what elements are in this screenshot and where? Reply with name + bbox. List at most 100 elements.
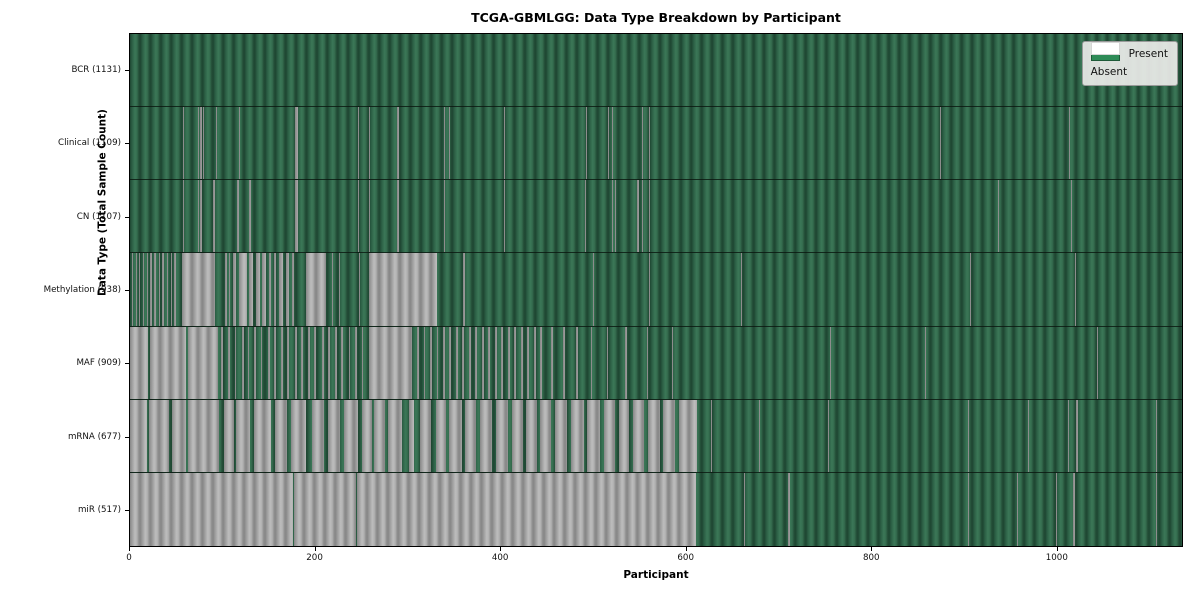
absent-segment xyxy=(408,399,415,472)
absent-segment xyxy=(249,253,254,326)
absent-segment xyxy=(540,399,552,472)
absent-segment xyxy=(430,326,432,399)
absent-segment xyxy=(423,326,426,399)
absent-segment xyxy=(280,326,283,399)
absent-segment xyxy=(551,326,553,399)
legend-item-absent: Absent xyxy=(1090,42,1168,79)
absent-segment xyxy=(585,107,587,180)
absent-segment xyxy=(396,107,400,180)
absent-segment xyxy=(197,107,199,180)
absent-segment xyxy=(249,180,251,253)
absent-segment xyxy=(174,253,176,326)
absent-segment xyxy=(182,180,184,253)
absent-segment xyxy=(149,399,169,472)
absent-segment xyxy=(663,399,676,472)
xtick-label-0: 0 xyxy=(126,553,132,563)
x-axis-label: Participant xyxy=(623,569,689,581)
absent-segment xyxy=(527,326,530,399)
absent-segment xyxy=(341,326,343,399)
absent-segment xyxy=(443,180,446,253)
absent-segment xyxy=(1028,399,1030,472)
absent-segment xyxy=(1156,399,1158,472)
absent-segment xyxy=(563,326,565,399)
absent-segment xyxy=(150,326,186,399)
absent-segment xyxy=(213,180,215,253)
absent-segment xyxy=(368,253,437,326)
absent-segment xyxy=(368,180,371,253)
absent-segment xyxy=(328,399,341,472)
absent-segment xyxy=(828,399,830,472)
absent-segment xyxy=(197,180,199,253)
absent-segment xyxy=(200,107,202,180)
absent-segment xyxy=(293,472,356,546)
absent-segment xyxy=(591,326,593,399)
absent-segment xyxy=(334,326,337,399)
absent-segment xyxy=(1069,107,1071,180)
absent-segment xyxy=(234,326,237,399)
absent-segment xyxy=(648,180,650,253)
absent-segment xyxy=(642,180,644,253)
xtick-mark xyxy=(314,547,316,551)
xtick-mark xyxy=(1056,547,1058,551)
xtick-mark xyxy=(685,547,687,551)
absent-segment xyxy=(232,253,237,326)
row-mir xyxy=(130,472,1182,546)
absent-segment xyxy=(182,107,184,180)
absent-segment xyxy=(374,399,385,472)
absent-segment xyxy=(642,107,644,180)
absent-segment xyxy=(339,253,341,326)
absent-segment xyxy=(969,253,972,326)
absent-segment xyxy=(262,253,267,326)
absent-segment xyxy=(181,253,216,326)
row-bcr xyxy=(130,34,1182,108)
legend-absent-label: Absent xyxy=(1090,66,1128,78)
absent-segment xyxy=(142,253,145,326)
absent-segment xyxy=(504,180,506,253)
absent-segment xyxy=(1068,399,1070,472)
ytick-label-clinical: Clinical (1109) xyxy=(58,138,121,149)
absent-segment xyxy=(368,326,413,399)
absent-segment xyxy=(514,326,517,399)
absent-segment xyxy=(606,326,609,399)
absent-segment xyxy=(356,472,696,546)
absent-segment xyxy=(788,472,790,546)
absent-segment xyxy=(611,107,613,180)
absent-segment xyxy=(357,180,359,253)
absent-segment xyxy=(455,326,458,399)
absent-segment xyxy=(648,107,650,180)
ytick-mark xyxy=(125,216,129,218)
absent-segment xyxy=(239,253,247,326)
absent-segment xyxy=(242,326,244,399)
ytick-mark xyxy=(125,363,129,365)
absent-segment xyxy=(154,253,156,326)
absent-segment xyxy=(368,107,371,180)
row-mrna xyxy=(130,399,1182,473)
absent-segment xyxy=(314,326,317,399)
absent-segment xyxy=(1096,326,1098,399)
absent-segment xyxy=(495,399,508,472)
absent-segment xyxy=(576,326,578,399)
absent-segment xyxy=(294,180,298,253)
absent-segment xyxy=(584,180,586,253)
ytick-label-methylation: Methylation (938) xyxy=(43,285,121,295)
ytick-mark xyxy=(125,69,129,71)
xtick-label-1000: 1000 xyxy=(1045,553,1068,563)
absent-segment xyxy=(647,399,660,472)
absent-segment xyxy=(1074,253,1076,326)
absent-segment xyxy=(130,399,147,472)
absent-segment xyxy=(443,326,445,399)
absent-segment xyxy=(533,326,536,399)
rows-layer xyxy=(130,34,1182,546)
absent-segment xyxy=(307,326,310,399)
xtick-label-400: 400 xyxy=(491,553,509,563)
absent-segment xyxy=(361,326,364,399)
absent-segment xyxy=(171,399,186,472)
absent-segment xyxy=(225,253,227,326)
absent-segment xyxy=(311,399,325,472)
absent-segment xyxy=(247,326,250,399)
legend: Present Absent xyxy=(1081,41,1178,86)
absent-segment xyxy=(443,107,446,180)
absent-segment xyxy=(305,253,327,326)
absent-segment xyxy=(254,326,256,399)
absent-segment xyxy=(940,107,942,180)
